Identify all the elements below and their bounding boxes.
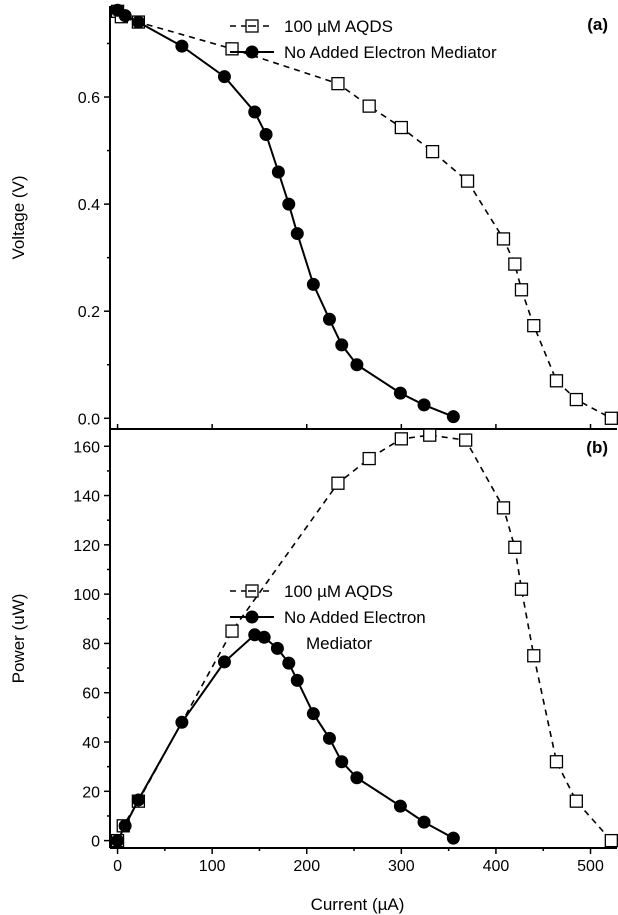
data-point-aqds bbox=[331, 76, 345, 91]
legend-label-aqds: 100 µM AQDS bbox=[284, 582, 393, 601]
data-point-no-mediator bbox=[290, 673, 304, 687]
panel-a: 0.0 0.2 0.4 0.6 Voltage (V) (a) 100 µM AQDS No … bbox=[9, 3, 618, 430]
data-point-aqds bbox=[394, 120, 408, 135]
series-line-aqds bbox=[116, 10, 612, 420]
data-point-no-mediator bbox=[393, 386, 407, 400]
legend: 100 µM AQDS No Added Electron Mediator bbox=[230, 17, 497, 62]
data-point-no-mediator bbox=[175, 39, 189, 53]
data-point-no-mediator bbox=[248, 105, 262, 119]
y-tick-label: 40 bbox=[82, 735, 100, 752]
data-point-no-mediator bbox=[270, 641, 284, 655]
data-point-no-mediator bbox=[306, 277, 320, 291]
data-point-no-mediator bbox=[393, 799, 407, 813]
y-tick-label: 120 bbox=[73, 538, 100, 555]
data-point-aqds bbox=[362, 451, 376, 466]
data-point-no-mediator bbox=[417, 815, 431, 829]
x-tick-label: 500 bbox=[577, 858, 604, 875]
data-point-aqds bbox=[394, 432, 408, 446]
data-point-no-mediator bbox=[290, 227, 304, 241]
data-point-aqds bbox=[604, 411, 618, 425]
series-line-no-mediator bbox=[117, 9, 454, 418]
legend: 100 µM AQDS No Added Electron Mediator bbox=[230, 582, 426, 653]
y-axis-title: Voltage (V) bbox=[9, 175, 28, 259]
data-point-aqds bbox=[362, 99, 376, 113]
y-tick-label: 0.0 bbox=[78, 411, 100, 428]
legend-label-no-mediator: No Added Electron Mediator bbox=[284, 43, 497, 62]
data-point-aqds bbox=[423, 428, 437, 442]
data-point-aqds bbox=[569, 392, 583, 407]
data-point-aqds bbox=[225, 624, 239, 638]
data-point-aqds bbox=[331, 476, 345, 490]
data-point-aqds bbox=[514, 582, 529, 596]
x-tick-label: 0 bbox=[113, 858, 122, 875]
data-point-no-mediator bbox=[259, 128, 273, 142]
data-point-aqds bbox=[508, 257, 522, 271]
y-tick-label: 0.4 bbox=[78, 197, 100, 214]
data-point-no-mediator bbox=[350, 358, 364, 372]
legend-label-no-mediator: Mediator bbox=[306, 634, 372, 653]
data-point-no-mediator bbox=[306, 707, 320, 721]
data-point-no-mediator bbox=[417, 398, 431, 412]
legend-marker-no-mediator bbox=[245, 610, 259, 624]
data-point-no-mediator bbox=[217, 70, 231, 84]
x-tick-label: 100 bbox=[199, 858, 226, 875]
data-point-no-mediator bbox=[446, 410, 460, 424]
y-tick-label: 80 bbox=[82, 636, 100, 653]
data-point-aqds bbox=[514, 283, 529, 297]
data-point-no-mediator bbox=[118, 819, 132, 833]
y-tick-label: 160 bbox=[73, 439, 100, 456]
data-point-no-mediator bbox=[335, 338, 349, 352]
data-point-no-mediator bbox=[175, 715, 189, 729]
data-point-aqds bbox=[496, 501, 511, 515]
y-tick-label: 20 bbox=[82, 784, 100, 801]
data-point-aqds bbox=[527, 649, 541, 663]
data-point-aqds bbox=[460, 174, 475, 188]
data-point-no-mediator bbox=[282, 197, 296, 211]
data-point-aqds bbox=[508, 540, 522, 554]
data-point-no-mediator bbox=[131, 793, 145, 807]
x-tick-label: 300 bbox=[388, 858, 415, 875]
data-point-no-mediator bbox=[271, 165, 285, 179]
panel-label: (a) bbox=[587, 15, 608, 34]
y-tick-label: 0 bbox=[91, 834, 100, 851]
data-point-no-mediator bbox=[446, 831, 460, 845]
data-point-no-mediator bbox=[350, 771, 364, 785]
y-tick-label: 140 bbox=[73, 489, 100, 506]
y-axis-title: Power (uW) bbox=[9, 594, 28, 684]
x-axis-title: Current (µA) bbox=[311, 895, 405, 914]
data-point-no-mediator bbox=[118, 9, 132, 23]
data-point-aqds bbox=[527, 319, 541, 333]
panel-label: (b) bbox=[586, 438, 608, 457]
data-point-aqds bbox=[549, 755, 564, 769]
x-tick-label: 400 bbox=[483, 858, 510, 875]
data-point-aqds bbox=[549, 374, 564, 388]
data-point-aqds bbox=[425, 144, 440, 159]
panel-b: 0 20 40 60 80 100 120 140 160 0 100 200 300 400 500 Pow… bbox=[9, 428, 618, 914]
data-point-no-mediator bbox=[335, 755, 349, 769]
data-point-no-mediator bbox=[322, 731, 336, 745]
y-tick-label: 0.2 bbox=[78, 304, 100, 321]
data-point-aqds bbox=[225, 42, 239, 56]
data-point-no-mediator bbox=[217, 655, 231, 669]
data-point-no-mediator bbox=[111, 834, 125, 848]
data-point-no-mediator bbox=[282, 656, 296, 670]
data-point-aqds bbox=[604, 833, 618, 848]
legend-label-no-mediator: No Added Electron bbox=[284, 608, 426, 627]
y-tick-label: 100 bbox=[73, 587, 100, 604]
data-point-no-mediator bbox=[131, 15, 145, 29]
y-tick-label: 0.6 bbox=[78, 90, 100, 107]
data-point-no-mediator bbox=[322, 312, 336, 326]
legend-label-aqds: 100 µM AQDS bbox=[284, 17, 393, 36]
data-point-aqds bbox=[459, 433, 473, 447]
data-point-no-mediator bbox=[257, 630, 271, 644]
y-tick-label: 60 bbox=[82, 686, 100, 703]
data-point-aqds bbox=[569, 794, 583, 808]
data-point-aqds bbox=[496, 232, 511, 246]
x-tick-label: 200 bbox=[293, 858, 320, 875]
legend-marker-no-mediator bbox=[245, 45, 259, 59]
